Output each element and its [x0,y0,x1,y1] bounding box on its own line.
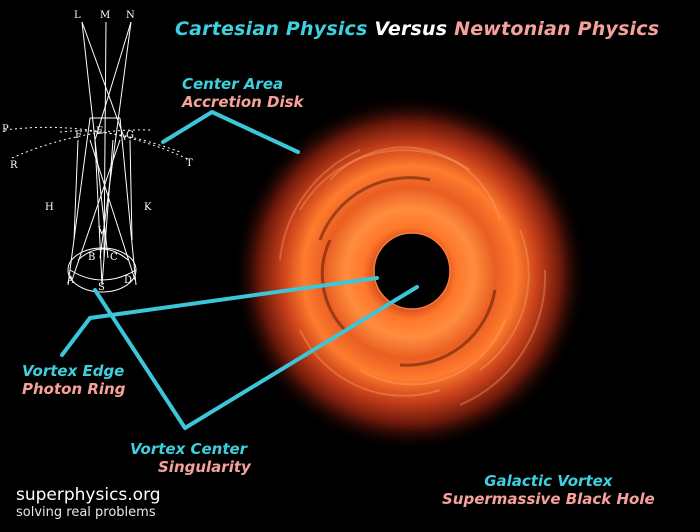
svg-text:K: K [144,202,152,213]
svg-text:N: N [126,10,135,21]
label-galactic-line1: Galactic Vortex [484,472,613,490]
pointer-vortex-edge [60,316,92,357]
brand-site[interactable]: superphysics.org [16,485,161,505]
svg-text:S: S [98,282,105,293]
svg-text:E: E [96,126,103,137]
label-galactic-line2: Supermassive Black Hole [442,490,655,508]
svg-text:D: D [124,275,132,286]
svg-text:R: R [10,160,18,171]
svg-text:A: A [66,275,75,286]
label-vortex-center-line2: Singularity [158,458,251,476]
svg-text:M: M [100,10,110,21]
label-vortex-center: Vortex Center Singularity [130,440,251,476]
title-versus: Versus [367,18,455,40]
label-vortex-edge-line1: Vortex Edge [22,362,125,380]
title-newtonian: Newtonian Physics [454,18,660,40]
svg-text:G: G [126,130,134,141]
label-galactic-vortex: Galactic Vortex Supermassive Black Hole [442,472,655,508]
svg-text:T: T [186,158,193,169]
pointer-center-area [161,110,300,154]
label-vortex-edge: Vortex Edge Photon Ring [22,362,125,398]
label-center-area-line2: Accretion Disk [182,93,304,111]
label-center-area: Center Area Accretion Disk [182,75,304,111]
svg-text:L: L [74,10,81,21]
event-horizon [374,233,450,309]
label-vortex-center-line1: Vortex Center [130,440,248,458]
label-vortex-edge-line2: Photon Ring [22,380,126,398]
title-cartesian: Cartesian Physics [175,18,368,40]
page-title: Cartesian Physics Versus Newtonian Physi… [175,18,659,40]
svg-text:V: V [97,226,106,237]
svg-text:B: B [88,252,95,263]
svg-text:H: H [45,202,54,213]
photon-ring [373,232,451,310]
svg-text:F: F [75,130,82,141]
brand-watermark: superphysics.org solving real problems [16,485,161,521]
label-center-area-line1: Center Area [182,75,284,93]
svg-text:P: P [2,124,9,135]
brand-tagline: solving real problems [16,505,156,520]
svg-text:C: C [110,252,118,263]
